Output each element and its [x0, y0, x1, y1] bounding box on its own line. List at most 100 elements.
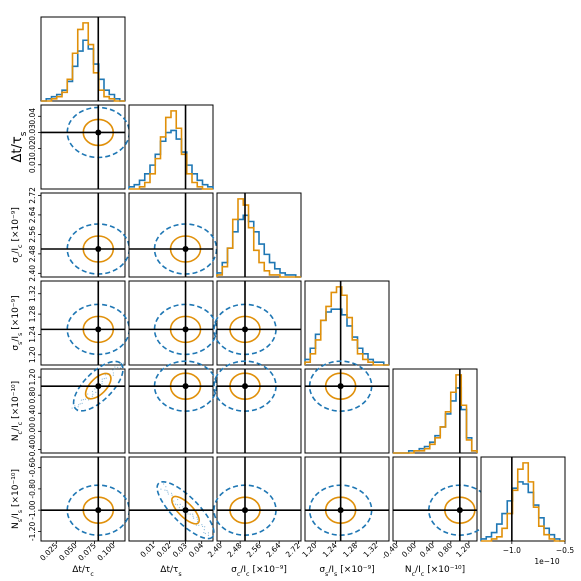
y-tick-label: 2.72	[28, 187, 37, 204]
y-tick-label: 1.28	[28, 306, 37, 323]
pair-panel-ss_ls-vs-dt_ts	[128, 280, 218, 366]
x-tick-label: 0.04	[187, 541, 205, 559]
sample-point	[198, 524, 200, 526]
sample-point	[165, 486, 167, 488]
pair-panel-ss_ls-vs-dt_tc: 1.20 1.24 1.28 1.32 σs/Is[×10⁻⁹]	[11, 280, 131, 366]
sample-point	[195, 524, 198, 526]
sample-point	[160, 488, 162, 490]
label-part: Δt/τ	[72, 565, 90, 575]
x-tick-label: 2.40	[206, 541, 224, 559]
sample-point	[173, 500, 175, 502]
hist-panel-ns_ls: −1.0 −0.5 1e−10	[480, 456, 574, 566]
contour-posterior-b	[171, 495, 200, 525]
histogram-posterior_b	[304, 286, 389, 366]
sample-point	[112, 372, 114, 374]
label-part: s	[17, 519, 24, 522]
sample-point	[196, 520, 199, 523]
x-axis-label-dt-tc: Δt/τc	[72, 565, 94, 578]
panel-frame	[216, 456, 302, 542]
truth-marker	[182, 326, 189, 333]
sample-point	[187, 513, 189, 515]
histogram-posterior_b	[393, 374, 478, 454]
pair-panel-nc_lc-vs-dt_ts	[128, 360, 218, 454]
sample-point	[207, 532, 210, 534]
label-part: /I	[240, 565, 246, 575]
sample-point	[74, 405, 76, 407]
label-part: c	[412, 571, 416, 578]
truth-marker	[182, 246, 189, 252]
sample-point	[117, 366, 119, 368]
panel-frame	[128, 192, 214, 278]
histogram-posterior_b	[41, 22, 125, 102]
contour-posterior-a	[156, 480, 215, 540]
truth-marker	[95, 383, 102, 390]
sample-point	[78, 404, 80, 406]
label-part: N	[405, 565, 412, 575]
label-part: s	[17, 342, 24, 345]
sample-point	[105, 377, 107, 379]
sample-point	[113, 368, 116, 370]
histogram-posterior_a	[480, 481, 565, 542]
label-part: /I	[11, 248, 21, 254]
sample-point	[171, 494, 173, 496]
truth-marker	[95, 246, 102, 252]
panel-frame	[40, 192, 126, 278]
truth-marker	[337, 507, 344, 514]
x-axis-label-dt-ts: Δt/τs	[160, 565, 181, 578]
x-axis-label-sc-lc: σc/Ic [×10⁻⁹]	[231, 565, 287, 578]
sample-point	[95, 391, 97, 393]
label-part: σ	[319, 565, 325, 575]
hist-panel-dt_ts	[128, 104, 214, 190]
y-tick-label: -0.60	[28, 458, 37, 478]
y-tick-label: 0.03	[28, 124, 37, 141]
sample-point	[192, 515, 194, 517]
sample-point	[120, 367, 122, 369]
x-tick-label: 0.050	[57, 541, 79, 563]
x-tick-label: 0.01	[138, 541, 156, 559]
pair-panel-ns_ls-vs-dt_tc: -1.20-1.00-0.80-0.60Ns/Is[×10⁻¹⁰]0.0250.…	[11, 456, 131, 578]
y-axis-label-dt-ts: Δt/τs	[10, 131, 29, 162]
sample-point	[87, 393, 89, 395]
label-part: N	[11, 522, 21, 529]
y-tick-label: 0.04	[28, 108, 37, 125]
panel-frame	[40, 16, 126, 102]
y-tick-label: 0.40	[28, 405, 37, 422]
y-tick-label: 0.02	[28, 140, 37, 157]
hist-panel-dt_tc	[40, 16, 126, 102]
sample-point	[167, 493, 169, 495]
label-part: c	[90, 571, 94, 578]
label-part: /I	[11, 425, 21, 431]
truth-marker	[95, 129, 102, 136]
truth-marker	[242, 507, 248, 514]
y-tick-label: 1.24	[28, 326, 37, 343]
truth-marker	[182, 383, 189, 390]
pair-panel-nc_lc-vs-dt_tc: -0.400.000.400.801.20 Nc/Ic[×10⁻¹⁰]	[11, 360, 126, 459]
label-part: c	[17, 430, 24, 434]
x-tick-label: 2.64	[264, 541, 282, 559]
x-tick-label: 0.075	[76, 541, 98, 563]
label-part: s	[334, 571, 337, 578]
y-tick-label: 1.32	[28, 285, 37, 302]
panel-frame	[128, 280, 214, 366]
sample-point	[101, 380, 103, 383]
pair-panel-ns_ls-vs-nc_lc: -0.40 0.00 0.40 0.80 1.20 Nc/Ic [×10⁻¹⁰]	[380, 456, 492, 578]
x-offset-text: 1e−10	[534, 557, 559, 566]
pair-panel-ss_ls-vs-sc_lc	[213, 280, 302, 366]
sample-point	[176, 504, 179, 506]
contour-posterior-a	[72, 360, 124, 412]
sample-point	[182, 506, 184, 508]
sample-point	[114, 366, 116, 368]
x-tick-label: 1.28	[341, 541, 359, 559]
label-part: c	[17, 253, 24, 257]
panel-frame	[40, 456, 126, 542]
contour-posterior-b	[84, 372, 112, 400]
y-axis-label-ss-ls: σs/Is[×10⁻⁹]	[11, 295, 24, 350]
sample-point	[81, 402, 83, 404]
y-tick-label: 0.01	[28, 156, 37, 173]
y-tick-label: 1.20	[28, 346, 37, 363]
label-part: c	[421, 571, 425, 578]
panel-frame	[128, 456, 214, 542]
sample-point	[204, 532, 206, 535]
sample-point	[189, 513, 191, 515]
